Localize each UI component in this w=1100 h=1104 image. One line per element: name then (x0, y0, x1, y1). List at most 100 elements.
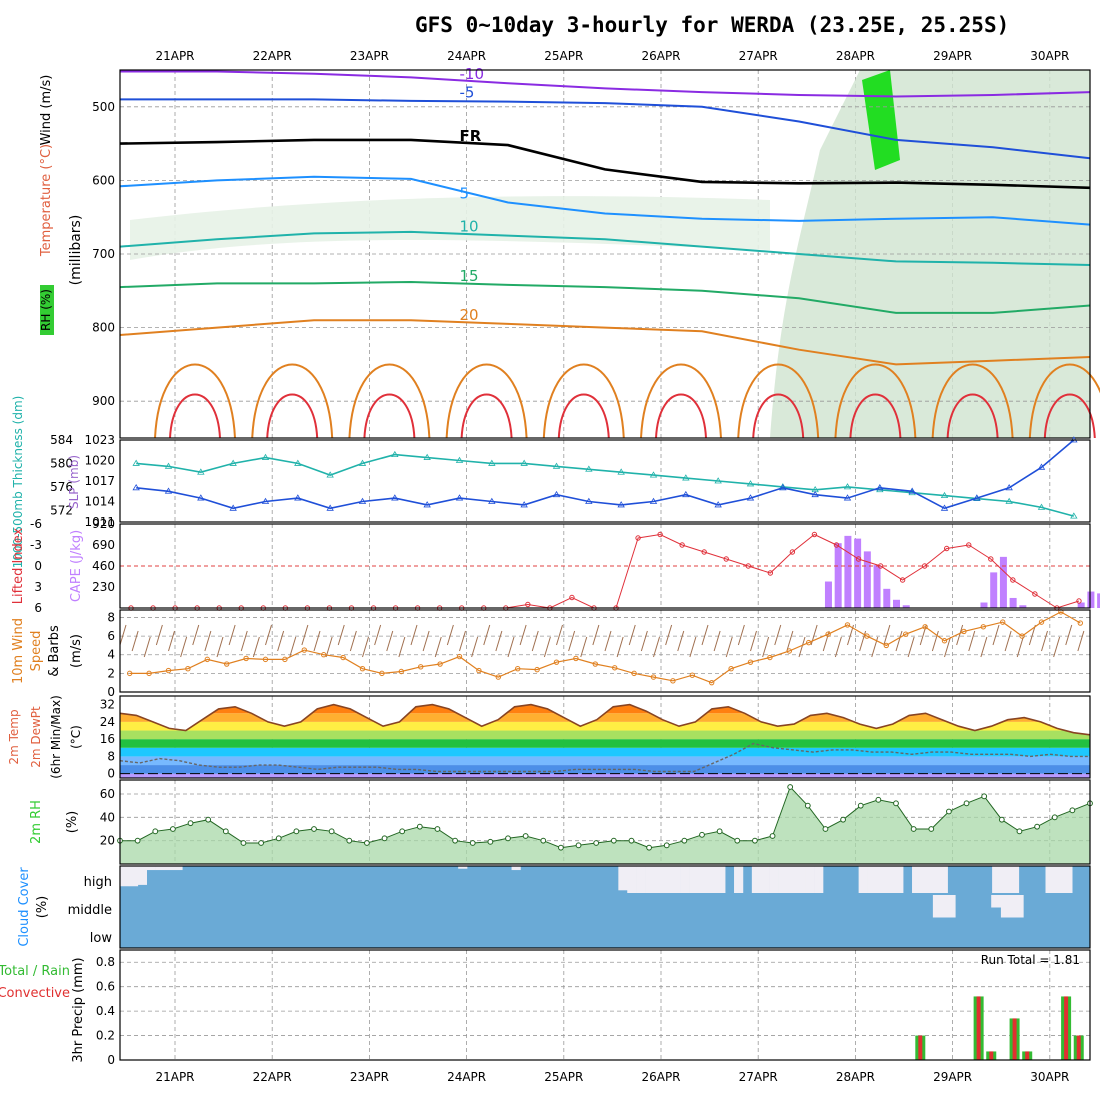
series-marker (455, 456, 464, 463)
wind-barb (1016, 636, 1024, 658)
rh-line (120, 786, 1091, 849)
precip-convective-bar (1025, 1051, 1030, 1060)
precip-tick-label: 0.4 (96, 1004, 115, 1018)
cape-bar (1019, 605, 1027, 608)
cape-bar (980, 602, 988, 608)
rh-marker (328, 828, 335, 835)
lifted-index-marker (701, 549, 707, 555)
wind-barb (216, 636, 224, 658)
rh-marker (505, 835, 511, 842)
series-marker (746, 480, 755, 487)
lifted-index-marker (1076, 598, 1082, 604)
pressure-tick-label: 800 (92, 321, 115, 335)
wind-barb (689, 636, 697, 658)
cloud-level-label: high (84, 875, 112, 890)
high-cloud-bar (671, 866, 681, 893)
isotherm-25 (1028, 363, 1100, 439)
rh-marker (293, 828, 300, 835)
series-marker (617, 501, 625, 508)
wind-barb (774, 624, 782, 646)
series-marker (940, 504, 949, 511)
wind-speed-marker (301, 647, 307, 653)
wind-speed-marker (1000, 619, 1006, 625)
high-cloud-bar (1045, 866, 1055, 893)
wind-speed-marker (398, 668, 404, 675)
wind-barb (592, 624, 600, 646)
rh-axis-label: 2m RH (29, 800, 44, 844)
rh-marker (187, 820, 194, 827)
date-label-top: 27APR (739, 49, 778, 63)
precip-tick-label: 0 (107, 1053, 115, 1067)
cloud-level-label: middle (68, 903, 112, 918)
rh-marker (487, 838, 494, 845)
wind-barb (786, 630, 794, 652)
high-cloud-bar (636, 866, 646, 893)
isotherm-30 (849, 393, 902, 439)
series-marker (1005, 484, 1013, 491)
high-cloud-bar (137, 866, 147, 885)
high-cloud-bar (680, 866, 690, 893)
isotherm-line (120, 98, 1091, 160)
rh-marker (416, 823, 423, 830)
dewpoint-line (119, 742, 1090, 773)
upper-air-frame (119, 69, 1091, 439)
wind-tick-label: 8 (107, 610, 115, 624)
wind-barb (1077, 630, 1085, 652)
series-marker (358, 459, 367, 466)
high-cloud-bar (627, 866, 637, 893)
wind-barb (980, 636, 988, 658)
precip-panel: 0 0.2 0.4 0.6 0.8 Run Total = 1.81 Total / Rai… (0, 949, 1091, 1067)
date-label-bottom: 25APR (544, 1070, 583, 1084)
wind-barb (240, 630, 248, 652)
rh-marker (610, 837, 617, 844)
high-cloud-bar (645, 866, 655, 893)
wind-speed-marker (359, 666, 366, 672)
date-label-bottom: 22APR (253, 1070, 292, 1084)
wind-barb (919, 624, 927, 646)
wind-tick-label: 0 (107, 685, 115, 699)
wind-barb (1053, 636, 1061, 658)
series-marker (326, 471, 334, 478)
thickness-tick-label: 576 (50, 480, 73, 494)
pressure-tick-label: 700 (92, 247, 115, 261)
temp-band (120, 721, 1090, 731)
wind-barb (883, 624, 891, 646)
rh-marker (981, 793, 988, 800)
rh-marker (1016, 828, 1023, 835)
series-marker (1070, 512, 1078, 519)
date-label-bottom: 24APR (447, 1070, 486, 1084)
wind-speed-marker (476, 667, 482, 674)
high-cloud-bar (1009, 866, 1020, 893)
cape-bar (1077, 602, 1085, 608)
isotherm-25 (737, 363, 820, 439)
series-marker (423, 501, 431, 508)
wind-barb (1004, 630, 1012, 652)
date-label-top: 21APR (155, 49, 194, 63)
isotherm-label: -10 (460, 65, 485, 83)
temp-band (120, 756, 1090, 766)
wind-barb (192, 624, 200, 646)
high-cloud-bar (938, 866, 948, 893)
isotherm-30 (169, 393, 221, 439)
cloud-axis-label: Cloud Cover (17, 867, 32, 947)
high-cloud-bar (885, 866, 895, 893)
rh-marker (575, 842, 582, 849)
wind-barb (519, 624, 527, 646)
high-cloud-bar (173, 866, 183, 871)
rh-marker (822, 826, 829, 832)
wind-speed-marker (592, 661, 598, 667)
rh-tick-label: 20 (100, 834, 115, 848)
rh-marker (522, 833, 529, 839)
series-marker (876, 486, 884, 493)
isotherm-30 (1043, 393, 1096, 439)
isotherm-25 (542, 363, 625, 439)
precip-convective-bar (989, 1051, 994, 1060)
cape-tick-label: 920 (92, 517, 115, 531)
date-label-bottom: 21APR (155, 1070, 194, 1084)
lifted-index-marker (899, 577, 906, 583)
wind-speed-marker (379, 670, 385, 677)
rh-shading-band (130, 196, 770, 260)
isotherm-line (119, 175, 1091, 226)
series-marker (908, 487, 916, 494)
